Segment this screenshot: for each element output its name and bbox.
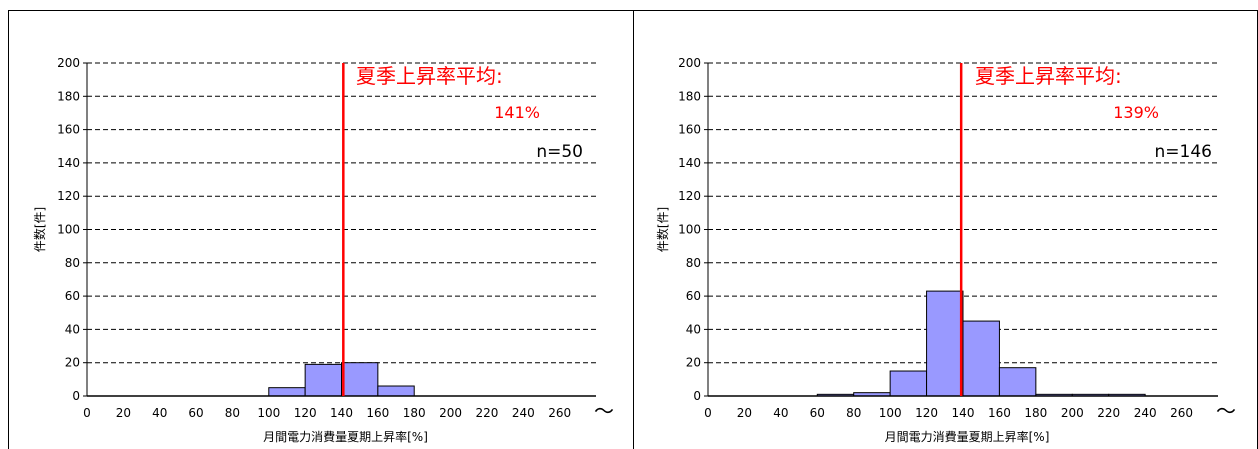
y-tick-label: 100: [678, 223, 701, 237]
y-tick-label: 180: [678, 89, 701, 103]
sample-size-label: n=50: [536, 142, 583, 162]
x-tick-label: 120: [294, 406, 317, 420]
left-panel-border: [8, 10, 9, 449]
histogram-bar: [962, 320, 1000, 397]
y-tick-label: 60: [65, 289, 80, 303]
y-tick-label: 140: [678, 156, 701, 170]
x-tick-label: 20: [737, 406, 752, 420]
x-tick-label: 240: [1134, 406, 1157, 420]
x-tick-label: 80: [846, 406, 861, 420]
x-tick-label: 160: [988, 406, 1011, 420]
y-tick-label: 160: [678, 123, 701, 137]
y-tick-label: 60: [686, 289, 701, 303]
y-tick-label: 20: [65, 356, 80, 370]
x-axis-label: 月間電力消費量夏期上昇率[%]: [885, 429, 1050, 444]
y-tick-label: 140: [57, 156, 80, 170]
x-tick-label: 200: [439, 406, 462, 420]
y-tick-label: 80: [65, 256, 80, 270]
y-tick-label: 20: [686, 356, 701, 370]
y-tick-label: 180: [57, 89, 80, 103]
x-tick-label: 120: [915, 406, 938, 420]
x-tick-label: 160: [366, 406, 389, 420]
x-tick-label: 260: [548, 406, 571, 420]
sample-size-label: n=146: [1155, 142, 1212, 162]
x-tick-label: 20: [116, 406, 131, 420]
x-overflow-mark: 〜: [1216, 399, 1236, 423]
x-axis-label: 月間電力消費量夏期上昇率[%]: [263, 429, 428, 444]
y-tick-label: 200: [57, 56, 80, 70]
x-tick-label: 140: [952, 406, 975, 420]
mean-annotation-value: 139%: [1113, 103, 1159, 122]
x-tick-label: 60: [188, 406, 203, 420]
y-tick-label: 40: [65, 322, 80, 336]
x-tick-label: 40: [152, 406, 167, 420]
y-tick-label: 0: [72, 389, 80, 403]
x-tick-label: 0: [83, 406, 91, 420]
x-tick-label: 260: [1170, 406, 1193, 420]
y-axis-label: 件数[件]: [32, 207, 47, 252]
y-tick-label: 0: [693, 389, 701, 403]
y-tick-label: 160: [57, 123, 80, 137]
x-tick-label: 240: [512, 406, 535, 420]
mean-annotation-value: 141%: [494, 103, 540, 122]
x-tick-label: 220: [1097, 406, 1120, 420]
y-tick-label: 80: [686, 256, 701, 270]
x-tick-label: 220: [475, 406, 498, 420]
x-tick-label: 100: [257, 406, 280, 420]
x-tick-label: 0: [704, 406, 712, 420]
y-tick-label: 120: [57, 189, 80, 203]
mean-annotation-title: 夏季上昇率平均:: [356, 64, 503, 88]
mean-annotation-title: 夏季上昇率平均:: [975, 64, 1122, 88]
x-tick-label: 200: [1061, 406, 1084, 420]
y-axis-label: 件数[件]: [655, 207, 670, 252]
histogram-bar: [889, 370, 928, 397]
x-tick-label: 80: [225, 406, 240, 420]
histogram-bar: [998, 367, 1037, 397]
x-tick-label: 180: [1024, 406, 1047, 420]
y-tick-label: 100: [57, 223, 80, 237]
x-overflow-mark: 〜: [594, 399, 614, 423]
y-tick-label: 40: [686, 322, 701, 336]
x-tick-label: 140: [330, 406, 353, 420]
panel-divider: [633, 10, 634, 449]
y-tick-label: 120: [678, 189, 701, 203]
y-tick-label: 200: [678, 56, 701, 70]
x-tick-label: 100: [879, 406, 902, 420]
x-tick-label: 40: [773, 406, 788, 420]
x-tick-label: 60: [810, 406, 825, 420]
histogram-bar: [926, 290, 964, 397]
x-tick-label: 180: [403, 406, 426, 420]
